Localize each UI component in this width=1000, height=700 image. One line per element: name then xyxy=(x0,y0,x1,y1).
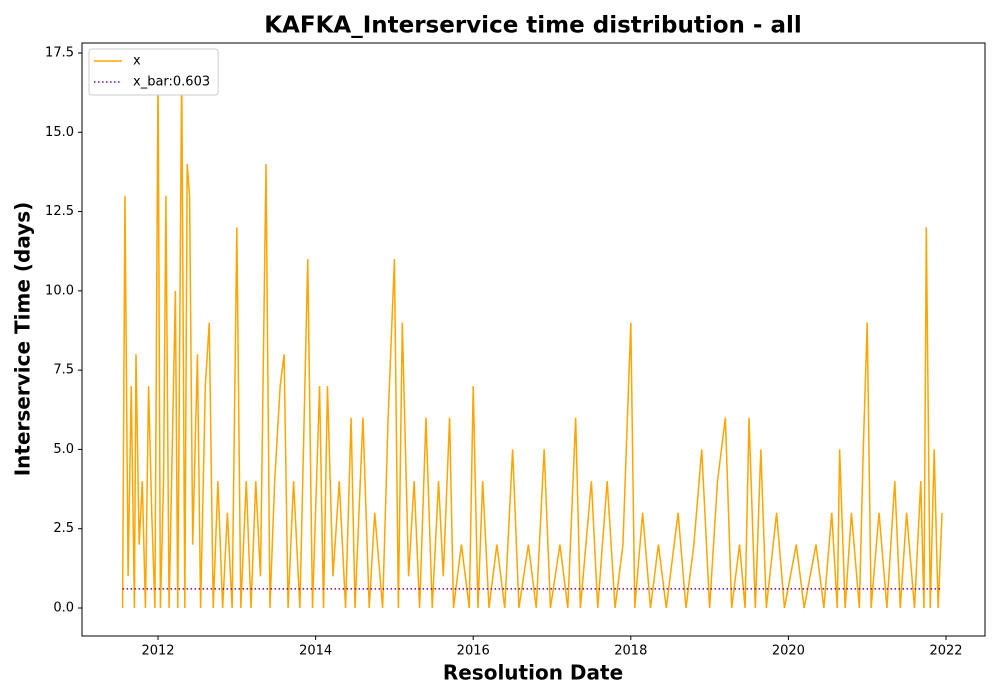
x-tick-label: 2022 xyxy=(929,644,962,659)
chart-title: KAFKA_Interservice time distribution - a… xyxy=(264,13,802,39)
plot-frame xyxy=(81,42,986,637)
y-tick-label: 2.5 xyxy=(53,521,74,536)
y-tick-label: 0.0 xyxy=(53,600,74,615)
x-tick-label: 2020 xyxy=(772,644,805,659)
x-tick-label: 2018 xyxy=(614,644,647,659)
legend-label: x xyxy=(133,54,141,69)
x-axis-label: Resolution Date xyxy=(443,661,623,685)
legend-label: x_bar:0.603 xyxy=(133,75,210,90)
x-tick-label: 2012 xyxy=(141,644,174,659)
y-tick-label: 15.0 xyxy=(45,125,74,140)
x-tick-label: 2014 xyxy=(299,644,332,659)
y-tick-label: 12.5 xyxy=(45,204,74,219)
legend: x x_bar:0.603 xyxy=(88,48,219,96)
line-series xyxy=(121,68,943,609)
y-tick-label: 10.0 xyxy=(45,283,74,298)
x-tick-label: 2016 xyxy=(457,644,490,659)
y-tick-label: 17.5 xyxy=(45,45,74,60)
y-axis-label: Interservice Time (days) xyxy=(11,202,35,477)
y-tick-label: 5.0 xyxy=(53,442,74,457)
y-tick-label: 7.5 xyxy=(53,363,74,378)
